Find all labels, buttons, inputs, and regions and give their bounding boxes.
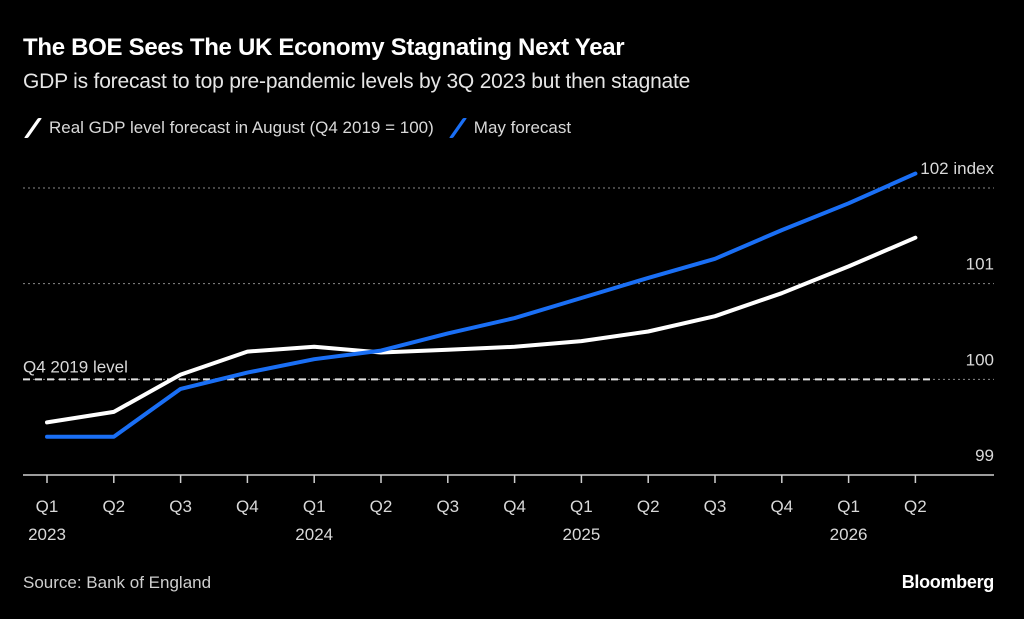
series-line-may xyxy=(45,171,918,439)
x-tick-label: Q3 xyxy=(436,497,459,516)
y-tick-label-100: 100 xyxy=(966,350,994,369)
reference-line-label: Q4 2019 level xyxy=(23,357,128,376)
x-year-label: 2026 xyxy=(830,525,868,544)
x-tick-label: Q4 xyxy=(236,497,259,516)
legend: Real GDP level forecast in August (Q4 20… xyxy=(23,118,585,138)
x-axis: Q1 Q2 Q3 Q4 Q1 Q2 Q3 Q4 Q1 Q2 Q3 Q4 Q1 Q2 2023 2024 2025… xyxy=(23,474,994,544)
y-axis-labels: 99 100 101 102 index xyxy=(920,159,994,465)
x-tick-label: Q4 xyxy=(770,497,793,516)
y-tick-label-101: 101 xyxy=(966,255,994,274)
x-tick-label: Q2 xyxy=(637,497,660,516)
x-tick-label: Q1 xyxy=(36,497,59,516)
series-line-august xyxy=(45,235,918,425)
x-year-label: 2024 xyxy=(295,525,333,544)
grid-layer xyxy=(23,187,994,380)
y-tick-label-102: 102 index xyxy=(920,159,994,178)
legend-label-may: May forecast xyxy=(473,118,572,137)
chart-title: The BOE Sees The UK Economy Stagnating N… xyxy=(23,34,625,61)
x-year-label: 2023 xyxy=(28,525,66,544)
y-tick-value: 102 xyxy=(920,159,953,178)
x-tick-label: Q4 xyxy=(503,497,526,516)
x-tick-label: Q1 xyxy=(303,497,326,516)
x-tick-label: Q2 xyxy=(370,497,393,516)
x-tick-label: Q2 xyxy=(102,497,125,516)
x-tick-label: Q1 xyxy=(837,497,860,516)
x-tick-label: Q3 xyxy=(169,497,192,516)
series-layer xyxy=(45,171,918,439)
y-tick-label-99: 99 xyxy=(975,446,994,465)
x-year-label: 2025 xyxy=(562,525,600,544)
x-tick-label: Q3 xyxy=(704,497,727,516)
legend-item-august: Real GDP level forecast in August (Q4 20… xyxy=(23,118,434,138)
y-unit-label: index xyxy=(953,159,994,178)
reference-layer: Q4 2019 level xyxy=(23,357,935,381)
legend-label-august: Real GDP level forecast in August (Q4 20… xyxy=(49,118,434,137)
x-tick-label: Q1 xyxy=(570,497,593,516)
source-note: Source: Bank of England xyxy=(23,573,212,592)
x-tick-label: Q2 xyxy=(904,497,927,516)
legend-item-may: May forecast xyxy=(448,118,571,138)
brand-logo: Bloomberg xyxy=(901,572,995,592)
chart-subtitle: GDP is forecast to top pre-pandemic leve… xyxy=(23,70,691,93)
